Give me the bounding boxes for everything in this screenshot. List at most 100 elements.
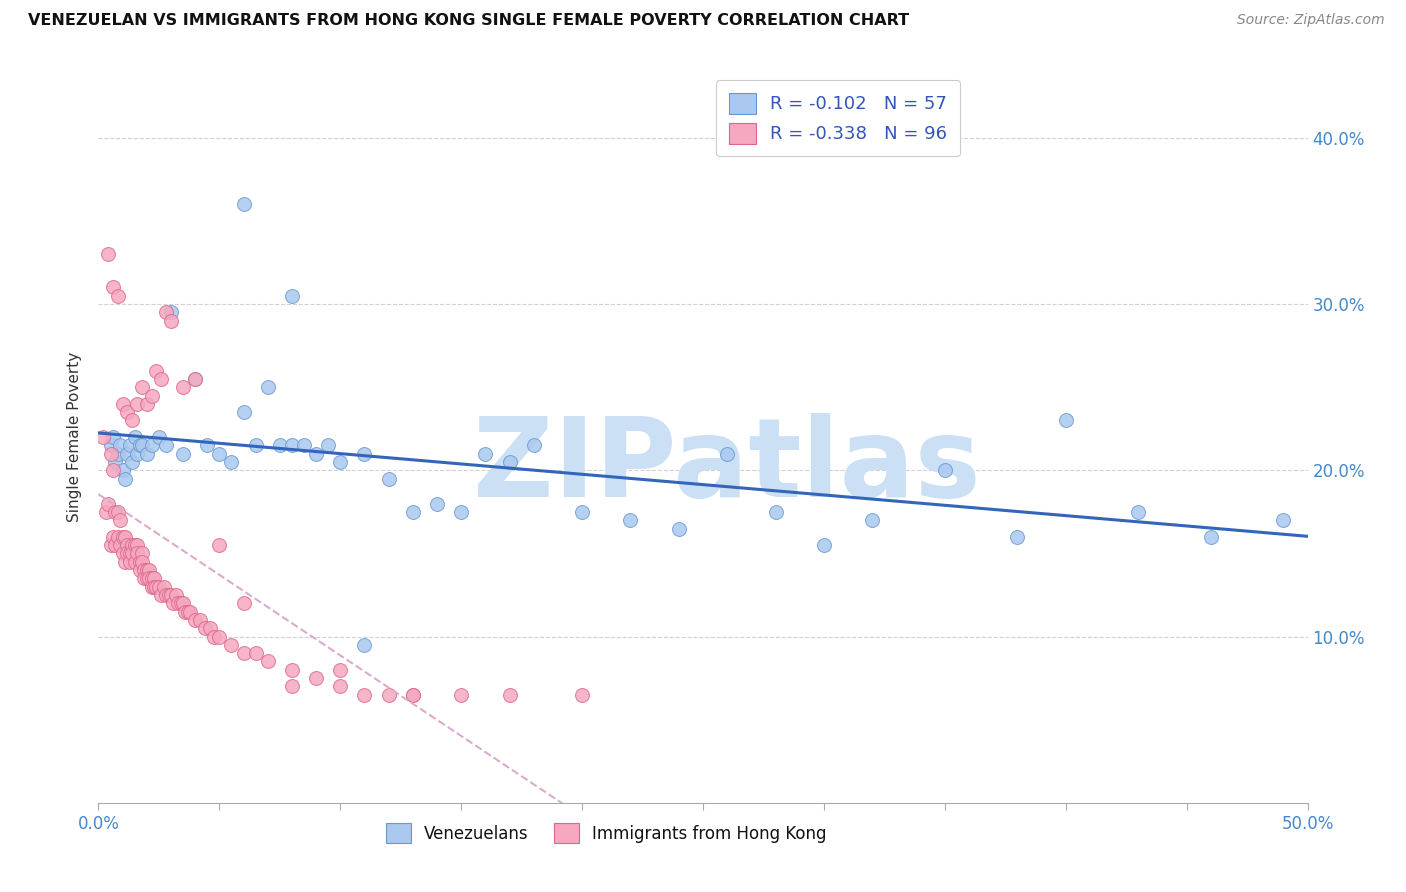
Point xyxy=(232,197,254,211)
Point xyxy=(184,372,207,386)
Point xyxy=(135,447,157,461)
Point xyxy=(245,438,267,452)
Point xyxy=(316,438,339,452)
Point xyxy=(353,688,375,702)
Point xyxy=(111,397,134,411)
Point xyxy=(141,580,163,594)
Text: VENEZUELAN VS IMMIGRANTS FROM HONG KONG SINGLE FEMALE POVERTY CORRELATION CHART: VENEZUELAN VS IMMIGRANTS FROM HONG KONG … xyxy=(28,13,910,29)
Point xyxy=(128,563,150,577)
Point xyxy=(111,546,134,560)
Point xyxy=(127,538,149,552)
Point xyxy=(172,380,194,394)
Point xyxy=(100,438,122,452)
Point xyxy=(204,630,226,644)
Point xyxy=(121,455,143,469)
Point xyxy=(208,447,231,461)
Point xyxy=(138,571,160,585)
Point xyxy=(143,571,166,585)
Point xyxy=(1272,513,1295,527)
Point xyxy=(571,505,593,519)
Point xyxy=(121,413,143,427)
Point xyxy=(160,314,183,328)
Point xyxy=(184,372,207,386)
Point xyxy=(402,688,425,702)
Point xyxy=(450,505,472,519)
Point xyxy=(221,638,243,652)
Point xyxy=(111,530,134,544)
Point xyxy=(131,555,153,569)
Point xyxy=(121,546,143,560)
Point xyxy=(124,538,146,552)
Point xyxy=(402,505,425,519)
Point xyxy=(100,447,122,461)
Point xyxy=(179,605,201,619)
Point xyxy=(256,655,278,669)
Point xyxy=(177,605,200,619)
Point xyxy=(245,646,267,660)
Point xyxy=(1054,413,1077,427)
Point xyxy=(198,621,221,635)
Point xyxy=(160,588,183,602)
Point xyxy=(1199,530,1222,544)
Point xyxy=(114,555,136,569)
Point xyxy=(292,438,315,452)
Point xyxy=(498,688,520,702)
Point xyxy=(281,438,304,452)
Point xyxy=(169,596,191,610)
Point xyxy=(108,513,131,527)
Point xyxy=(402,688,425,702)
Point xyxy=(114,472,136,486)
Point xyxy=(117,405,139,419)
Point xyxy=(101,430,124,444)
Point xyxy=(131,546,153,560)
Y-axis label: Single Female Poverty: Single Female Poverty xyxy=(67,352,83,522)
Point xyxy=(232,405,254,419)
Point xyxy=(134,571,156,585)
Point xyxy=(148,430,170,444)
Point xyxy=(121,538,143,552)
Point xyxy=(97,497,120,511)
Point xyxy=(141,438,163,452)
Point xyxy=(188,613,211,627)
Point xyxy=(114,530,136,544)
Point xyxy=(138,563,160,577)
Point xyxy=(934,463,956,477)
Point xyxy=(184,613,207,627)
Point xyxy=(118,546,141,560)
Point xyxy=(141,571,163,585)
Point xyxy=(127,397,149,411)
Point xyxy=(167,596,190,610)
Point xyxy=(127,447,149,461)
Point xyxy=(91,430,114,444)
Point xyxy=(450,688,472,702)
Point xyxy=(124,430,146,444)
Point xyxy=(101,530,124,544)
Point xyxy=(107,447,129,461)
Point xyxy=(117,538,139,552)
Point xyxy=(100,538,122,552)
Point xyxy=(117,447,139,461)
Point xyxy=(172,447,194,461)
Point xyxy=(107,505,129,519)
Point xyxy=(143,580,166,594)
Point xyxy=(124,555,146,569)
Point xyxy=(135,571,157,585)
Point xyxy=(329,663,352,677)
Point xyxy=(353,447,375,461)
Point xyxy=(145,580,167,594)
Point xyxy=(108,438,131,452)
Point xyxy=(127,546,149,560)
Point xyxy=(107,289,129,303)
Point xyxy=(128,555,150,569)
Point xyxy=(619,513,641,527)
Point xyxy=(195,438,218,452)
Point xyxy=(162,596,184,610)
Point xyxy=(256,380,278,394)
Point xyxy=(152,580,174,594)
Point xyxy=(104,455,127,469)
Point xyxy=(281,289,304,303)
Point xyxy=(232,646,254,660)
Point xyxy=(128,438,150,452)
Point xyxy=(165,588,187,602)
Point xyxy=(1007,530,1029,544)
